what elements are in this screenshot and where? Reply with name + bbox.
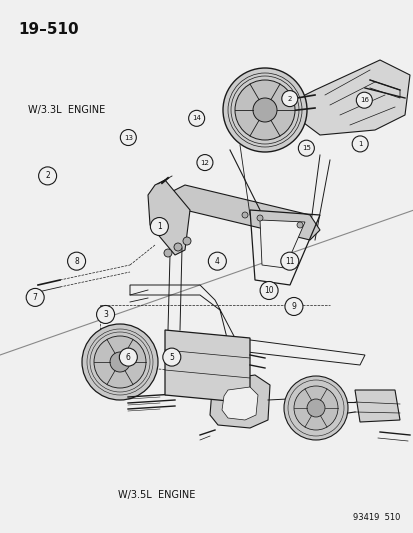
Text: 16: 16 [359,97,368,103]
Circle shape [150,217,168,236]
Circle shape [223,68,306,152]
Text: 13: 13 [123,134,133,141]
Circle shape [256,215,262,221]
Text: 8: 8 [74,257,79,265]
Polygon shape [294,60,409,135]
Circle shape [208,252,226,270]
Circle shape [119,348,137,366]
Circle shape [67,252,85,270]
Text: 19–510: 19–510 [18,22,78,37]
Circle shape [188,110,204,126]
Circle shape [296,222,302,228]
Text: 1: 1 [357,141,361,147]
Text: 15: 15 [301,145,310,151]
Text: 5: 5 [169,353,174,361]
Text: 4: 4 [214,257,219,265]
Circle shape [26,288,44,306]
Polygon shape [165,330,249,403]
Circle shape [120,130,136,146]
Text: W/3.3L  ENGINE: W/3.3L ENGINE [28,105,105,115]
Circle shape [38,167,57,185]
Circle shape [298,140,313,156]
Circle shape [164,249,171,257]
Circle shape [281,91,297,107]
Polygon shape [259,220,304,268]
Text: 7: 7 [33,293,38,302]
Circle shape [280,252,298,270]
Polygon shape [221,387,257,420]
Polygon shape [165,185,319,240]
Circle shape [94,336,146,388]
Circle shape [82,324,158,400]
Polygon shape [147,180,190,255]
Text: 10: 10 [263,286,273,295]
Polygon shape [354,390,399,422]
Circle shape [306,399,324,417]
Circle shape [252,98,276,122]
Text: 11: 11 [285,257,294,265]
Circle shape [242,212,247,218]
Text: 9: 9 [291,302,296,311]
Circle shape [235,80,294,140]
Text: 6: 6 [126,353,131,361]
Circle shape [356,92,371,108]
Text: 2: 2 [45,172,50,180]
Circle shape [96,305,114,324]
Circle shape [293,386,337,430]
Circle shape [173,243,182,251]
Circle shape [197,155,212,171]
Polygon shape [209,375,269,428]
Circle shape [183,237,190,245]
Circle shape [284,297,302,316]
Text: W/3.5L  ENGINE: W/3.5L ENGINE [118,490,195,500]
Circle shape [110,352,130,372]
Text: 93419  510: 93419 510 [352,513,399,522]
Text: 12: 12 [200,159,209,166]
Text: 3: 3 [103,310,108,319]
Circle shape [351,136,367,152]
Circle shape [283,376,347,440]
Circle shape [259,281,278,300]
Text: 14: 14 [192,115,201,122]
Circle shape [162,348,180,366]
Text: 2: 2 [287,95,291,102]
Text: 1: 1 [157,222,161,231]
